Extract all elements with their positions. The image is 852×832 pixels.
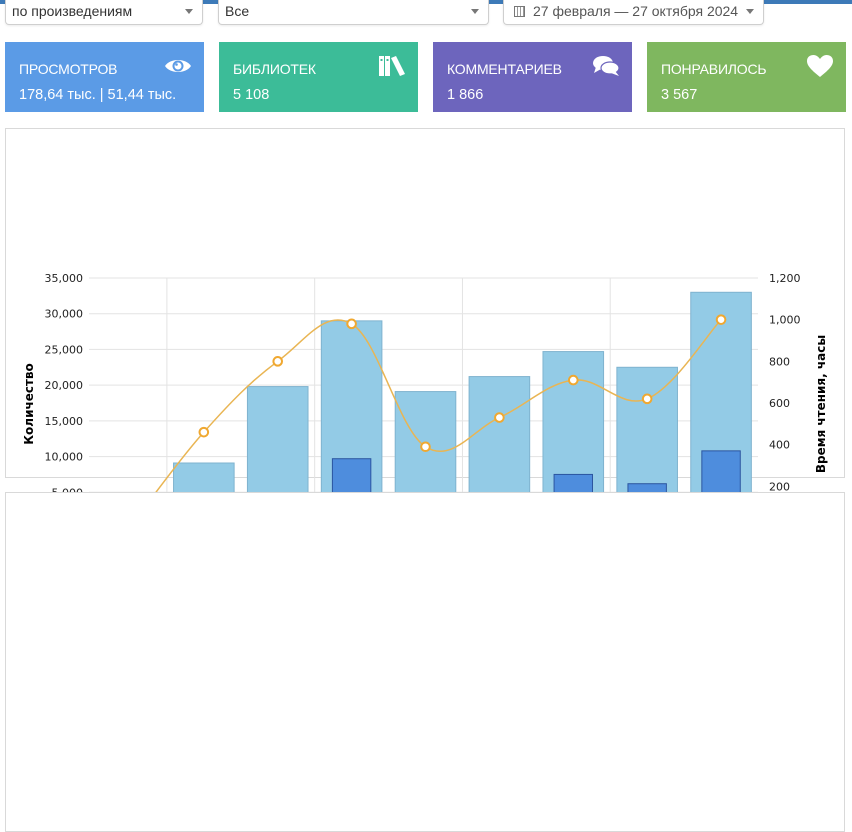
y2-tick-label: 400 [769,439,790,452]
eye-icon [165,60,191,72]
date-range-picker[interactable]: 27 февраля — 27 октября 2024 [503,0,764,25]
activity-chart-panel: 02004006008001,000ФевМарАпрМайИюнИюлАвгС… [5,492,845,832]
date-range-value: 27 февраля — 27 октября 2024 [533,3,739,19]
y2-tick-label: 200 [769,480,790,493]
chevron-down-icon [746,9,754,14]
scope-value: Все [225,3,250,19]
y-tick-label: 15,000 [45,415,84,428]
card-title: ПОНРАВИЛОСЬ [661,61,767,77]
comments-icon [593,56,620,76]
card-title: БИБЛИОТЕК [233,61,316,77]
y2-tick-label: 800 [769,355,790,368]
card-libraries[interactable]: БИБЛИОТЕК 5 108 [219,42,418,112]
card-title: КОММЕНТАРИЕВ [447,61,562,77]
chevron-down-icon [471,9,479,14]
card-views[interactable]: ПРОСМОТРОВ 178,64 тыс. | 51,44 тыс. [5,42,204,112]
y-tick-label: 30,000 [45,308,84,321]
heart-icon [807,55,833,77]
y-tick-label: 35,000 [45,272,84,285]
reading-time-point [641,393,653,405]
chart-line [124,314,727,533]
reading-time-point [494,412,505,423]
reading-time-point [198,426,210,438]
card-value: 178,64 тыс. | 51,44 тыс. [19,87,177,103]
scope-select[interactable]: Все [218,0,489,25]
y2-tick-label: 1,200 [769,272,801,285]
y2-tick-label: 600 [769,397,790,410]
card-title: ПРОСМОТРОВ [19,61,118,77]
reading-time-line [129,319,722,528]
reading-time-point [272,356,284,367]
card-value: 3 567 [661,87,698,103]
y-axis-label: Количество [22,363,36,445]
card-comments[interactable]: КОММЕНТАРИЕВ 1 866 [433,42,632,112]
card-value: 5 108 [233,87,270,103]
group-by-select[interactable]: по произведениям [5,0,203,25]
reading-time-point [567,374,579,386]
card-value: 1 866 [447,87,484,103]
y-tick-label: 20,000 [45,379,84,392]
reading-time-point [420,441,431,453]
group-by-value: по произведениям [12,3,133,19]
reading-time-point [346,318,357,330]
books-icon [379,56,405,76]
y2-tick-label: 1,000 [769,314,801,327]
y-tick-label: 25,000 [45,343,84,356]
calendar-icon [514,6,525,17]
chevron-down-icon [185,9,193,14]
reading-time-point [715,314,727,325]
y-tick-label: 10,000 [45,451,84,464]
y2-axis-label: Время чтения, часы [814,335,828,473]
card-likes[interactable]: ПОНРАВИЛОСЬ 3 567 [647,42,846,112]
activity-chart: 02004006008001,000ФевМарАпрМайИюнИюлАвгС… [1,1,839,339]
